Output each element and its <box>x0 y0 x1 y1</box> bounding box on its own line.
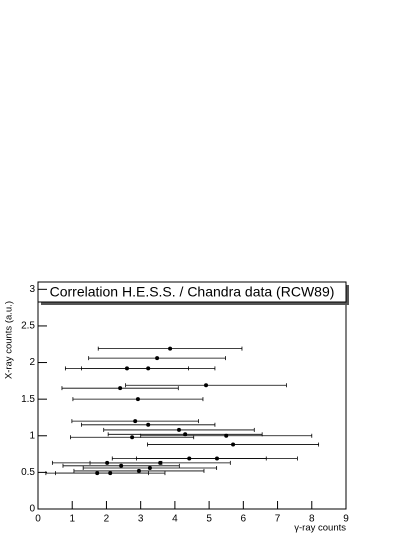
y-tick-label: 0 <box>29 504 35 515</box>
point <box>204 383 209 388</box>
y-tick-label: 2 <box>29 357 35 368</box>
x-tick-label: 0 <box>35 514 41 525</box>
title-box <box>37 281 347 303</box>
point <box>147 465 152 470</box>
y-tick-label: 1.5 <box>21 394 35 405</box>
y-tick-label: 1 <box>29 430 35 441</box>
point <box>118 386 123 391</box>
x-tick-label: 4 <box>172 514 178 525</box>
point <box>135 397 140 402</box>
x-axis-label: γ-ray counts <box>294 523 346 534</box>
y-axis-label: X-ray counts (a.u.) <box>4 301 15 379</box>
point <box>155 356 160 361</box>
point <box>133 419 138 424</box>
x-tick-label: 7 <box>275 514 281 525</box>
x-tick-label: 8 <box>309 514 315 525</box>
point <box>183 432 188 437</box>
point <box>176 427 181 432</box>
x-tick-label: 3 <box>138 514 144 525</box>
y-tick-label: 2.5 <box>21 321 35 332</box>
point <box>187 456 192 461</box>
point <box>224 433 229 438</box>
point <box>130 435 135 440</box>
point <box>146 422 151 427</box>
point <box>136 468 141 473</box>
point <box>146 366 151 371</box>
x-tick-label: 9 <box>343 514 349 525</box>
point <box>119 463 124 468</box>
x-tick-label: 2 <box>104 514 110 525</box>
plot-frame <box>37 281 347 510</box>
x-tick-label: 5 <box>206 514 212 525</box>
x-tick-label: 6 <box>241 514 247 525</box>
point <box>231 442 236 447</box>
x-tick-label: 1 <box>69 514 75 525</box>
point <box>108 471 113 476</box>
point <box>168 346 173 351</box>
y-tick-label: 0.5 <box>21 467 35 478</box>
chart-title: Correlation H.E.S.S. / Chandra data (RCW… <box>50 284 335 300</box>
point <box>158 460 163 465</box>
y-tick-label: 3 <box>29 284 35 295</box>
